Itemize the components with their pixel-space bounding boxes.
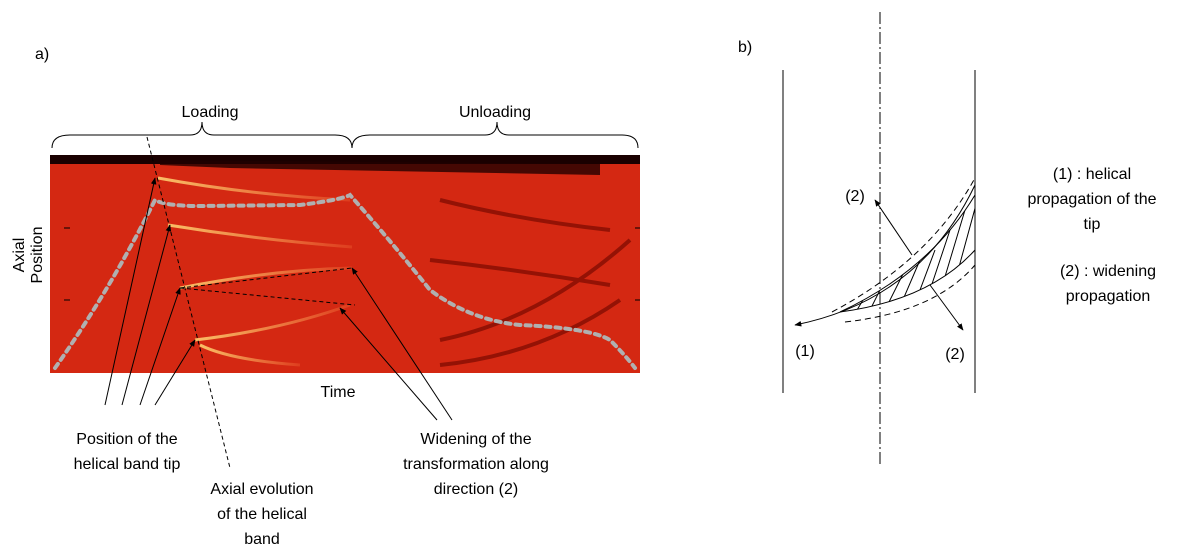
arrow-label: (2)	[945, 346, 965, 363]
dark-streaks	[429, 198, 632, 367]
panel-label: a)	[35, 46, 49, 63]
streaks	[157, 176, 353, 367]
annotation: Position of the	[76, 431, 178, 448]
legend-text: tip	[1084, 216, 1101, 233]
panel-b: b) (2) (1) (2) (1) : helical propagation…	[738, 12, 1157, 465]
annotation: of the helical	[217, 506, 307, 523]
arrow-label: (1)	[795, 343, 815, 360]
panel-label: b)	[738, 39, 752, 56]
legend-text: propagation	[1066, 288, 1151, 305]
phase-label: Loading	[182, 104, 239, 121]
brace	[51, 121, 353, 149]
dotted-curve	[53, 192, 637, 370]
y-axis-label: Axial	[11, 238, 28, 273]
heatmap-band	[160, 160, 600, 175]
annotation-lines	[104, 136, 453, 469]
annotation: transformation along	[403, 456, 549, 473]
arrow-label: (2)	[845, 188, 865, 205]
ticks	[64, 227, 640, 301]
annotation: helical band tip	[74, 456, 181, 473]
annotation: Axial evolution	[210, 481, 313, 498]
brace	[351, 121, 639, 149]
panel-a: a) Loading Unloading Axial Position Time	[11, 46, 640, 548]
x-axis-label: Time	[321, 384, 356, 401]
phase-label: Unloading	[459, 104, 531, 121]
annotation: band	[244, 531, 280, 548]
heatmap	[50, 155, 640, 373]
legend-text: (1) : helical	[1053, 166, 1131, 183]
y-axis-label: Position	[29, 227, 46, 284]
annotation: direction (2)	[434, 481, 518, 498]
tube	[782, 12, 976, 465]
legend-text: propagation of the	[1028, 191, 1157, 208]
heatmap-band	[50, 155, 640, 164]
annotation: Widening of the	[420, 431, 531, 448]
legend-text: (2) : widening	[1060, 263, 1156, 280]
